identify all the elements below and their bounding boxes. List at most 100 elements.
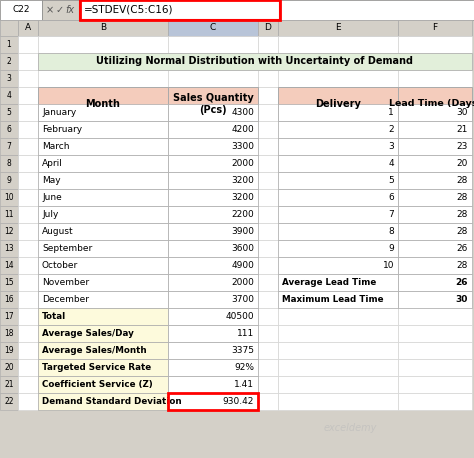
Text: 4300: 4300	[231, 108, 254, 117]
Bar	[278, 53, 398, 70]
Bar	[0, 172, 18, 189]
Bar	[398, 189, 472, 206]
Bar	[38, 240, 168, 257]
Text: 30: 30	[456, 108, 468, 117]
Text: 3200: 3200	[231, 193, 254, 202]
Bar	[38, 155, 168, 172]
Text: 11: 11	[4, 210, 14, 219]
Bar	[80, 0, 280, 20]
Bar	[398, 189, 472, 206]
Text: 28: 28	[456, 193, 468, 202]
Bar	[398, 20, 472, 36]
Bar	[278, 359, 398, 376]
Bar	[168, 36, 258, 53]
Bar	[0, 240, 18, 257]
Bar	[398, 325, 472, 342]
Bar	[258, 359, 278, 376]
Bar	[278, 342, 398, 359]
Text: 5: 5	[7, 108, 11, 117]
Bar	[278, 172, 398, 189]
Text: August: August	[42, 227, 73, 236]
Text: Demand Standard Deviation: Demand Standard Deviation	[42, 397, 182, 406]
Bar	[168, 291, 258, 308]
Bar	[278, 87, 398, 104]
Text: 4: 4	[7, 91, 11, 100]
Bar	[398, 274, 472, 291]
Text: =STDEV(C5:C16): =STDEV(C5:C16)	[84, 5, 173, 15]
Bar	[168, 189, 258, 206]
Text: 13: 13	[4, 244, 14, 253]
Text: July: July	[42, 210, 58, 219]
Bar	[168, 359, 258, 376]
Bar	[38, 291, 168, 308]
Bar	[278, 87, 398, 121]
Bar	[168, 138, 258, 155]
Bar	[168, 172, 258, 189]
Bar	[168, 342, 258, 359]
Bar	[0, 206, 18, 223]
Bar	[168, 223, 258, 240]
Text: Utilizing Normal Distribution with Uncertainty of Demand: Utilizing Normal Distribution with Uncer…	[97, 56, 413, 66]
Bar	[0, 342, 18, 359]
Bar	[38, 20, 168, 36]
Bar	[18, 138, 38, 155]
Bar	[168, 53, 258, 70]
Text: May: May	[42, 176, 61, 185]
Text: 17: 17	[4, 312, 14, 321]
Bar	[38, 257, 168, 274]
Bar	[278, 206, 398, 223]
Bar	[38, 206, 168, 223]
Bar	[168, 155, 258, 172]
Bar	[18, 291, 38, 308]
Text: 3300: 3300	[231, 142, 254, 151]
Text: E: E	[335, 23, 341, 33]
Bar	[258, 342, 278, 359]
Bar	[168, 274, 258, 291]
Bar	[258, 206, 278, 223]
Bar	[18, 70, 38, 87]
Text: 2000: 2000	[231, 159, 254, 168]
Bar	[168, 87, 258, 104]
Bar	[18, 342, 38, 359]
Text: 3: 3	[7, 74, 11, 83]
Bar	[38, 308, 168, 325]
Bar	[38, 155, 168, 172]
Bar	[258, 155, 278, 172]
Bar	[18, 223, 38, 240]
Text: 3600: 3600	[231, 244, 254, 253]
Text: 7: 7	[388, 210, 394, 219]
Bar	[38, 291, 168, 308]
Text: 18: 18	[4, 329, 14, 338]
Text: 22: 22	[4, 397, 14, 406]
Bar	[168, 87, 258, 121]
Bar	[18, 53, 38, 70]
Text: 12: 12	[4, 227, 14, 236]
Bar	[38, 206, 168, 223]
Bar	[278, 104, 398, 121]
Bar	[168, 121, 258, 138]
Bar	[0, 189, 18, 206]
Bar	[38, 121, 168, 138]
Bar	[258, 240, 278, 257]
Bar	[168, 104, 258, 121]
Text: Sales Quantity
(Pcs): Sales Quantity (Pcs)	[173, 93, 254, 115]
Bar	[258, 308, 278, 325]
Bar	[168, 240, 258, 257]
Text: 4: 4	[388, 159, 394, 168]
Text: F: F	[432, 23, 438, 33]
Bar	[278, 172, 398, 189]
Text: 2: 2	[388, 125, 394, 134]
Bar	[38, 274, 168, 291]
Bar	[278, 257, 398, 274]
Bar	[18, 359, 38, 376]
Bar	[168, 20, 258, 36]
Text: Average Lead Time: Average Lead Time	[282, 278, 376, 287]
Bar	[0, 36, 18, 53]
Bar	[168, 376, 258, 393]
Bar	[18, 206, 38, 223]
Bar	[38, 104, 168, 121]
Bar	[18, 376, 38, 393]
Bar	[398, 172, 472, 189]
Bar	[18, 104, 38, 121]
Bar	[38, 36, 168, 53]
